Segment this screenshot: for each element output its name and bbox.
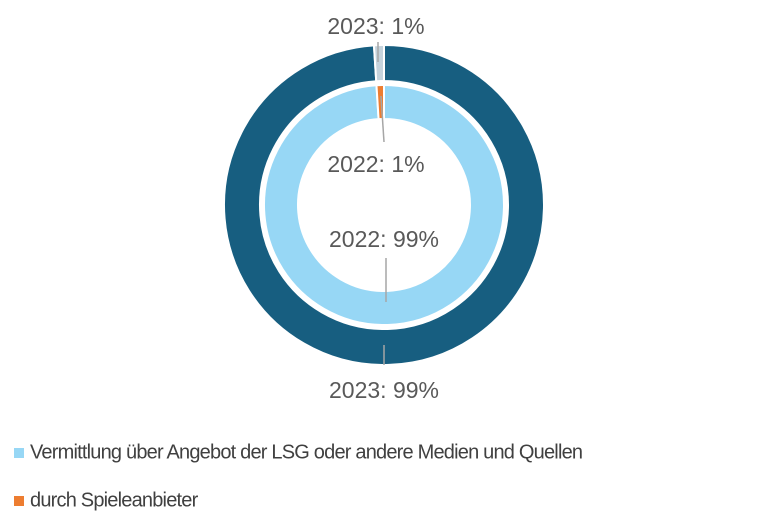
- data-label: 2023: 99%: [329, 377, 439, 403]
- data-label: 2022: 99%: [329, 226, 439, 252]
- legend-label: Vermittlung über Angebot der LSG oder an…: [30, 441, 582, 463]
- donut-slice: [372, 43, 385, 83]
- leader-line: [380, 95, 385, 143]
- donut-slice: [263, 83, 505, 326]
- data-label: 2022: 1%: [327, 151, 424, 177]
- legend-swatch: [14, 448, 24, 458]
- legend-label: durch Spieleanbieter: [30, 489, 199, 511]
- donut-slice: [223, 43, 545, 366]
- legend-swatch: [14, 496, 24, 506]
- data-label: 2023: 1%: [327, 13, 424, 39]
